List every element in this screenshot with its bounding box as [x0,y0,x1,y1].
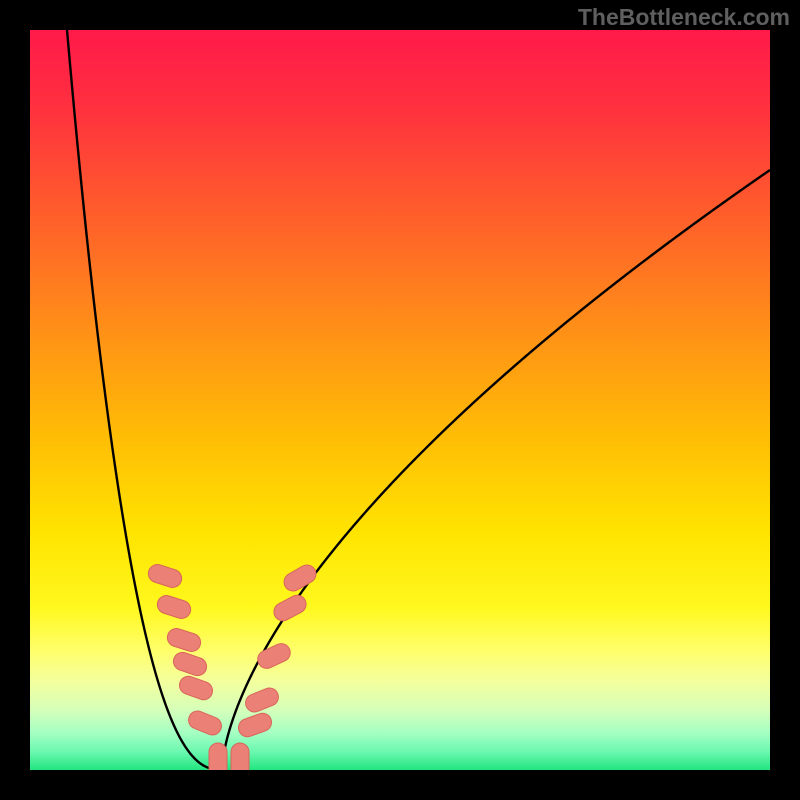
bottleneck-chart [0,0,800,800]
data-marker [231,743,249,777]
data-marker [209,743,227,777]
gradient-background [30,30,770,770]
chart-container: TheBottleneck.com [0,0,800,800]
